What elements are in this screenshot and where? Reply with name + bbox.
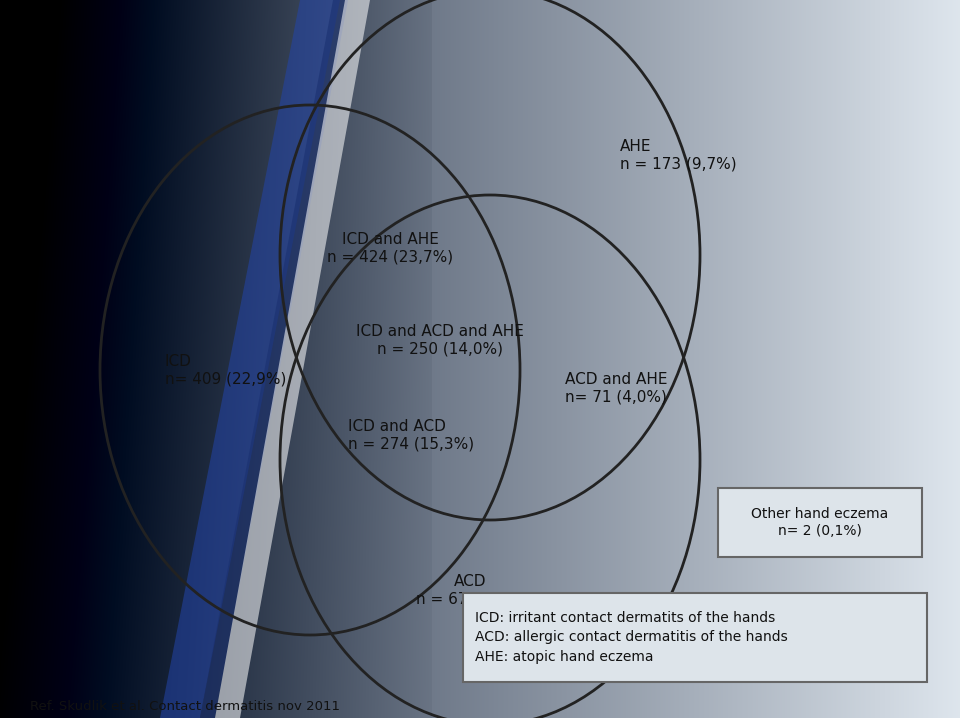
Polygon shape xyxy=(200,0,348,718)
Text: ICD and AHE
n = 424 (23,7%): ICD and AHE n = 424 (23,7%) xyxy=(327,232,453,264)
Text: ICD: irritant contact dermatits of the hands
ACD: allergic contact dermatitis of: ICD: irritant contact dermatits of the h… xyxy=(475,611,788,664)
Text: ICD and ACD
n = 274 (15,3%): ICD and ACD n = 274 (15,3%) xyxy=(348,419,474,451)
Text: AHE
n = 173 (9,7%): AHE n = 173 (9,7%) xyxy=(620,139,736,171)
Polygon shape xyxy=(215,0,370,718)
Text: ICD and ACD and AHE
n = 250 (14,0%): ICD and ACD and AHE n = 250 (14,0%) xyxy=(356,324,524,356)
Text: ACD and AHE
n= 71 (4,0%): ACD and AHE n= 71 (4,0%) xyxy=(565,372,667,404)
Polygon shape xyxy=(160,0,340,718)
FancyBboxPatch shape xyxy=(718,488,922,557)
Text: ACD
n = 67 (3,8%): ACD n = 67 (3,8%) xyxy=(417,574,523,606)
FancyBboxPatch shape xyxy=(463,593,927,682)
Text: Other hand eczema
n= 2 (0,1%): Other hand eczema n= 2 (0,1%) xyxy=(752,508,889,538)
Text: Ref. Skudlik et al. Contact dermatitis nov 2011: Ref. Skudlik et al. Contact dermatitis n… xyxy=(30,700,340,713)
Text: ICD
n= 409 (22,9%): ICD n= 409 (22,9%) xyxy=(165,354,286,386)
